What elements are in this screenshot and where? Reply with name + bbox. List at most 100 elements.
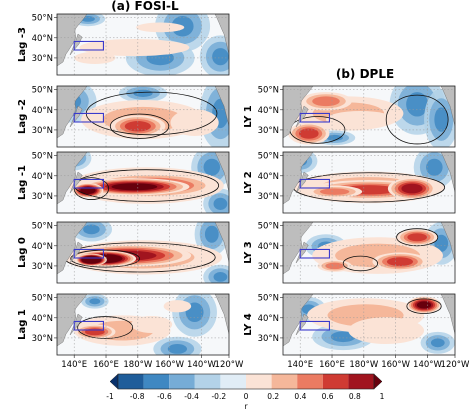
colorbar-swatch bbox=[246, 374, 272, 389]
panel-field bbox=[57, 294, 229, 355]
lat-tick-label: 40°N bbox=[258, 314, 279, 324]
positive-anomaly bbox=[298, 128, 319, 139]
positive-anomaly bbox=[81, 187, 95, 194]
positive-anomaly bbox=[170, 109, 219, 137]
colorbar-frame bbox=[117, 373, 375, 390]
positive-anomaly bbox=[401, 183, 423, 194]
kuroshio-box bbox=[73, 320, 104, 331]
north-america-coast bbox=[440, 152, 455, 193]
colorbar-swatch bbox=[271, 374, 298, 389]
negative-anomaly bbox=[326, 134, 343, 141]
asia-coast bbox=[57, 86, 88, 139]
negative-anomaly bbox=[203, 158, 221, 176]
lon-tick-label: 180°W bbox=[123, 360, 152, 370]
significance-contour bbox=[342, 255, 379, 272]
lat-tick-label: 30°N bbox=[32, 262, 53, 272]
colorbar-tick-label: 0.6 bbox=[322, 392, 334, 401]
positive-anomaly bbox=[326, 111, 395, 129]
negative-anomaly bbox=[133, 89, 153, 97]
negative-anomaly bbox=[434, 107, 449, 132]
lon-tick-label: 120°W bbox=[215, 360, 244, 370]
colorbar: -1 -0.8 -0.6 -0.4 -0.2 0 0.2 0.4 0.6 0.8 1 r bbox=[106, 373, 385, 411]
lon-tick-label: 160°E bbox=[319, 360, 345, 370]
lat-tick-label: 50°N bbox=[258, 294, 279, 304]
positive-anomaly bbox=[312, 96, 340, 107]
colorbar-swatch bbox=[194, 374, 221, 389]
colorbar-tick-label: -0.8 bbox=[130, 392, 145, 401]
significance-contour bbox=[77, 316, 134, 339]
asia-coast bbox=[57, 222, 88, 275]
positive-anomaly bbox=[325, 262, 344, 270]
colorbar-tick-label: 0 bbox=[244, 392, 249, 401]
colorbar-tick-label: -0.6 bbox=[157, 392, 172, 401]
colorbar-tick-label: 0.4 bbox=[294, 392, 306, 401]
panel-label: Lag 1 bbox=[17, 309, 28, 340]
asia-coast bbox=[57, 294, 88, 347]
north-america-coast bbox=[214, 294, 229, 335]
panel-label: LY 1 bbox=[243, 105, 254, 128]
negative-anomaly bbox=[212, 48, 229, 66]
panel-field bbox=[57, 222, 229, 283]
asia-coast bbox=[283, 152, 314, 205]
lat-tick-label: 50°N bbox=[258, 86, 279, 96]
kuroshio-box bbox=[73, 112, 104, 123]
colorbar-label: r bbox=[244, 402, 248, 411]
panel-field bbox=[57, 152, 229, 213]
kuroshio-box bbox=[299, 112, 330, 123]
colorbar-tick-label: 0.2 bbox=[267, 392, 279, 401]
lat-tick-label: 50°N bbox=[258, 152, 279, 162]
lon-tick-label: 140°W bbox=[187, 360, 216, 370]
asia-coast bbox=[283, 222, 314, 275]
positive-anomaly bbox=[407, 233, 427, 242]
significance-contour bbox=[385, 94, 449, 145]
positive-anomaly bbox=[348, 317, 425, 345]
panel-frame bbox=[56, 13, 230, 76]
colorbar-swatch bbox=[143, 374, 170, 389]
colorbar-extend-low bbox=[109, 373, 119, 390]
dple-panel-3: 50°N 40°N 30°N LY 4 bbox=[243, 293, 456, 356]
positive-anomaly bbox=[130, 315, 173, 334]
north-america-coast bbox=[440, 222, 455, 263]
colorbar-swatch bbox=[322, 374, 349, 389]
positive-anomaly bbox=[386, 257, 414, 266]
lon-tick-label: 160°W bbox=[155, 360, 184, 370]
lat-tick-label: 50°N bbox=[258, 222, 279, 232]
negative-anomaly bbox=[83, 224, 100, 235]
positive-anomaly bbox=[124, 121, 151, 132]
positive-anomaly bbox=[416, 301, 432, 309]
lat-tick-label: 40°N bbox=[32, 172, 53, 182]
kuroshio-box bbox=[299, 320, 330, 331]
panel-label: LY 2 bbox=[243, 171, 254, 194]
negative-anomaly bbox=[89, 298, 101, 305]
north-america-coast bbox=[440, 86, 455, 127]
significance-contour bbox=[406, 298, 442, 314]
kuroshio-box bbox=[73, 178, 104, 189]
panel-frame bbox=[282, 85, 456, 148]
panel-label: Lag -1 bbox=[17, 165, 28, 200]
colorbar-swatch bbox=[348, 374, 374, 389]
panel-label: LY 4 bbox=[243, 313, 254, 336]
lat-tick-label: 30°N bbox=[258, 334, 279, 344]
lon-tick-label: 180°W bbox=[349, 360, 378, 370]
positive-anomaly bbox=[85, 257, 98, 263]
panel-field bbox=[283, 294, 455, 355]
asia-coast bbox=[283, 86, 314, 139]
lat-tick-label: 40°N bbox=[32, 34, 53, 44]
colorbar-swatch bbox=[220, 374, 246, 389]
colorbar-swatch bbox=[118, 374, 144, 389]
lat-tick-label: 30°N bbox=[258, 126, 279, 136]
kuroshio-box bbox=[73, 40, 104, 51]
lat-tick-label: 40°N bbox=[32, 242, 53, 252]
north-america-coast bbox=[440, 294, 455, 335]
positive-anomaly bbox=[79, 39, 190, 57]
panel-frame bbox=[56, 221, 230, 284]
panel-field bbox=[57, 14, 229, 75]
panel-label: Lag 0 bbox=[17, 237, 28, 268]
significance-contour bbox=[70, 249, 140, 268]
lat-tick-label: 40°N bbox=[32, 314, 53, 324]
panel-field bbox=[283, 152, 455, 213]
lat-tick-label: 50°N bbox=[32, 152, 53, 162]
panel-frame bbox=[56, 293, 230, 356]
